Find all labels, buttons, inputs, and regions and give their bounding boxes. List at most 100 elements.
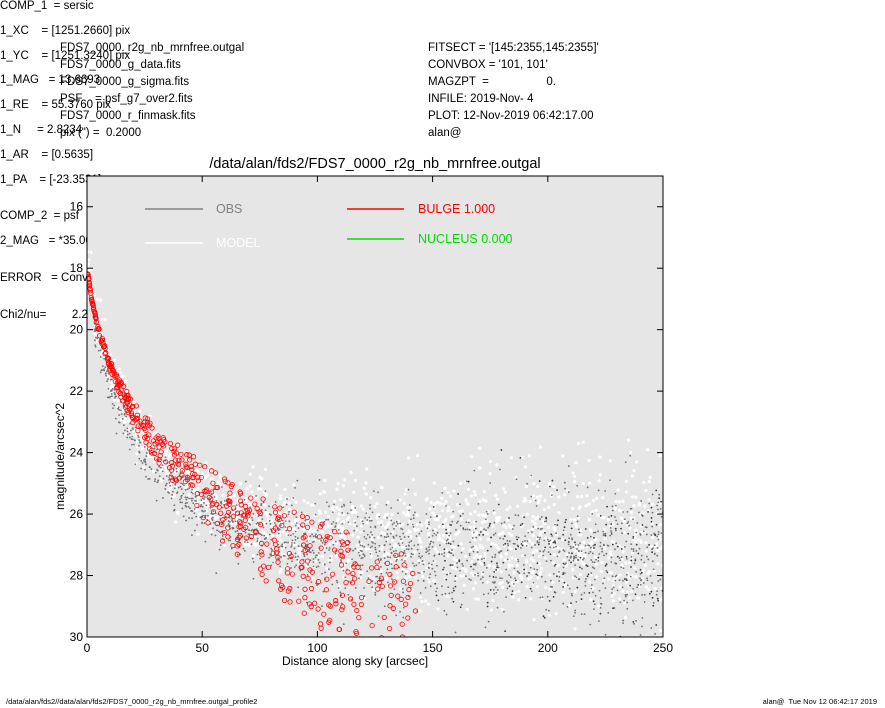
model-point <box>390 512 394 516</box>
obs-point <box>610 523 613 525</box>
model-point <box>574 549 578 553</box>
obs-point <box>557 537 560 540</box>
obs-point <box>257 521 259 524</box>
obs-point <box>584 584 587 587</box>
model-point <box>339 534 343 538</box>
obs-point <box>658 497 661 500</box>
model-point <box>510 556 514 560</box>
obs-point <box>186 488 189 491</box>
obs-point <box>366 570 369 573</box>
bulge-point <box>107 367 113 374</box>
obs-point <box>573 555 575 558</box>
model-point <box>117 367 122 371</box>
obs-point <box>137 436 140 439</box>
model-point <box>538 530 543 535</box>
obs-point <box>107 388 110 390</box>
model-point <box>440 496 444 500</box>
obs-point <box>201 516 204 518</box>
model-point <box>444 499 448 504</box>
obs-point <box>579 542 581 545</box>
obs-point <box>321 572 323 575</box>
obs-point <box>545 517 548 520</box>
obs-point <box>219 531 222 534</box>
obs-point <box>655 489 658 492</box>
model-point <box>582 562 586 566</box>
model-point <box>324 521 328 525</box>
obs-point <box>173 487 176 490</box>
obs-point <box>623 599 626 602</box>
model-point <box>539 567 544 571</box>
model-point <box>480 544 484 549</box>
obs-point <box>620 548 623 550</box>
obs-point <box>95 336 97 339</box>
obs-point <box>132 443 135 446</box>
model-point <box>507 523 512 528</box>
model-point <box>547 505 551 509</box>
model-point <box>336 481 340 486</box>
model-point <box>436 500 440 504</box>
model-point <box>204 461 208 465</box>
obs-point <box>106 380 108 383</box>
bulge-point <box>286 550 293 557</box>
obs-point <box>508 574 511 576</box>
model-point <box>492 565 496 569</box>
obs-point <box>191 517 193 520</box>
obs-point <box>652 602 655 604</box>
obs-point <box>363 587 365 589</box>
obs-point <box>445 578 448 581</box>
bulge-point <box>366 578 372 584</box>
bulge-point <box>112 379 118 385</box>
model-point <box>437 533 441 538</box>
model-point <box>571 576 575 580</box>
obs-point <box>182 492 185 495</box>
bulge-point <box>104 354 111 361</box>
obs-point <box>616 523 619 526</box>
obs-point <box>490 536 492 539</box>
obs-point <box>578 528 580 531</box>
obs-point <box>486 601 489 604</box>
obs-point <box>180 488 183 491</box>
obs-point <box>93 330 96 333</box>
obs-point <box>156 481 159 484</box>
obs-point <box>587 544 590 547</box>
model-point <box>544 537 548 542</box>
obs-point <box>279 565 281 568</box>
obs-point <box>566 605 569 608</box>
obs-point <box>536 536 539 539</box>
bulge-point <box>128 410 135 416</box>
model-point <box>574 522 578 527</box>
model-point <box>621 549 625 554</box>
model-point <box>630 474 635 478</box>
obs-point <box>396 522 399 525</box>
obs-point <box>554 563 557 566</box>
obs-point <box>187 505 190 508</box>
bulge-point <box>375 586 381 592</box>
obs-point <box>609 479 611 482</box>
obs-point <box>373 536 376 539</box>
obs-point <box>375 575 378 578</box>
model-point <box>641 511 645 515</box>
obs-point <box>508 540 511 543</box>
obs-point <box>541 527 543 530</box>
obs-point <box>563 581 566 584</box>
obs-point <box>493 521 496 524</box>
bulge-point <box>234 536 241 543</box>
bulge-point <box>260 496 266 502</box>
obs-point <box>656 554 659 557</box>
obs-point <box>285 503 288 506</box>
obs-point <box>570 555 572 558</box>
header-mid-line: alan@ <box>428 127 462 139</box>
model-point <box>618 585 622 589</box>
obs-point <box>118 414 121 417</box>
model-point <box>483 519 487 523</box>
model-point <box>494 520 498 524</box>
model-point <box>341 526 345 530</box>
obs-point <box>660 515 663 518</box>
model-point <box>333 499 337 504</box>
bulge-point <box>315 579 322 585</box>
obs-point <box>473 469 476 472</box>
model-point <box>463 569 468 573</box>
obs-point <box>630 559 633 562</box>
legend-label: MODEL <box>216 236 261 250</box>
obs-point <box>218 530 220 533</box>
